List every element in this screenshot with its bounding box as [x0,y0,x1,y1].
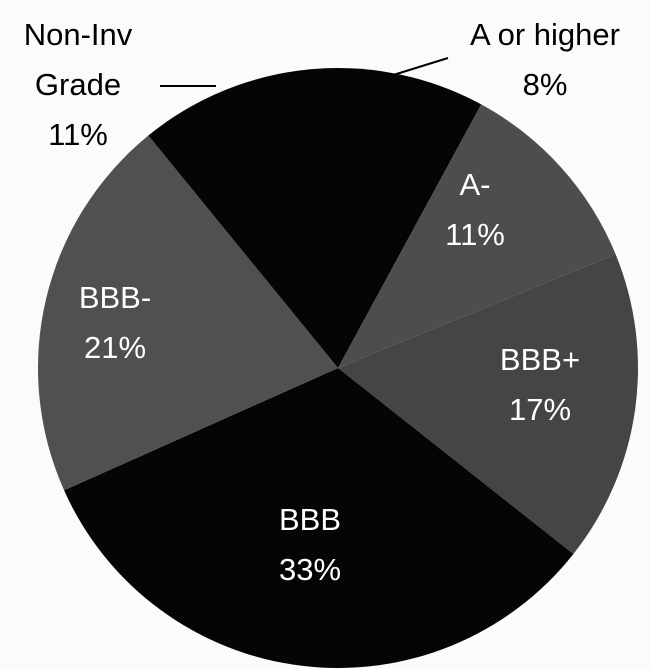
category-label: Non-Inv Grade [23,17,133,102]
slice-label: A or higher 8% [430,10,650,110]
pie-slice [148,68,338,368]
slice-label: A- 11% [415,160,535,260]
slices [37,68,638,669]
category-label: BBB [278,502,342,537]
pie-slice [64,368,574,669]
value-label: 21% [83,330,147,365]
value-label: 11% [48,117,108,152]
pie-slice [338,254,638,555]
value-label: 8% [522,67,568,102]
category-label: A or higher [470,17,620,52]
value-label: 17% [508,392,572,427]
slice-label: BBB- 21% [55,273,175,373]
category-label: BBB+ [499,342,581,377]
category-label: BBB- [78,280,152,315]
value-label: 33% [278,552,342,587]
slice-label: Non-Inv Grade 11% [3,10,153,160]
pie-slice [37,135,338,491]
category-label: A- [459,167,491,202]
pie-slice [338,68,482,368]
slice-label: BBB+ 17% [480,335,600,435]
pie-slice [338,104,616,369]
value-label: 11% [445,217,505,252]
leader-line [389,57,449,77]
slice-label: BBB 33% [250,495,370,595]
